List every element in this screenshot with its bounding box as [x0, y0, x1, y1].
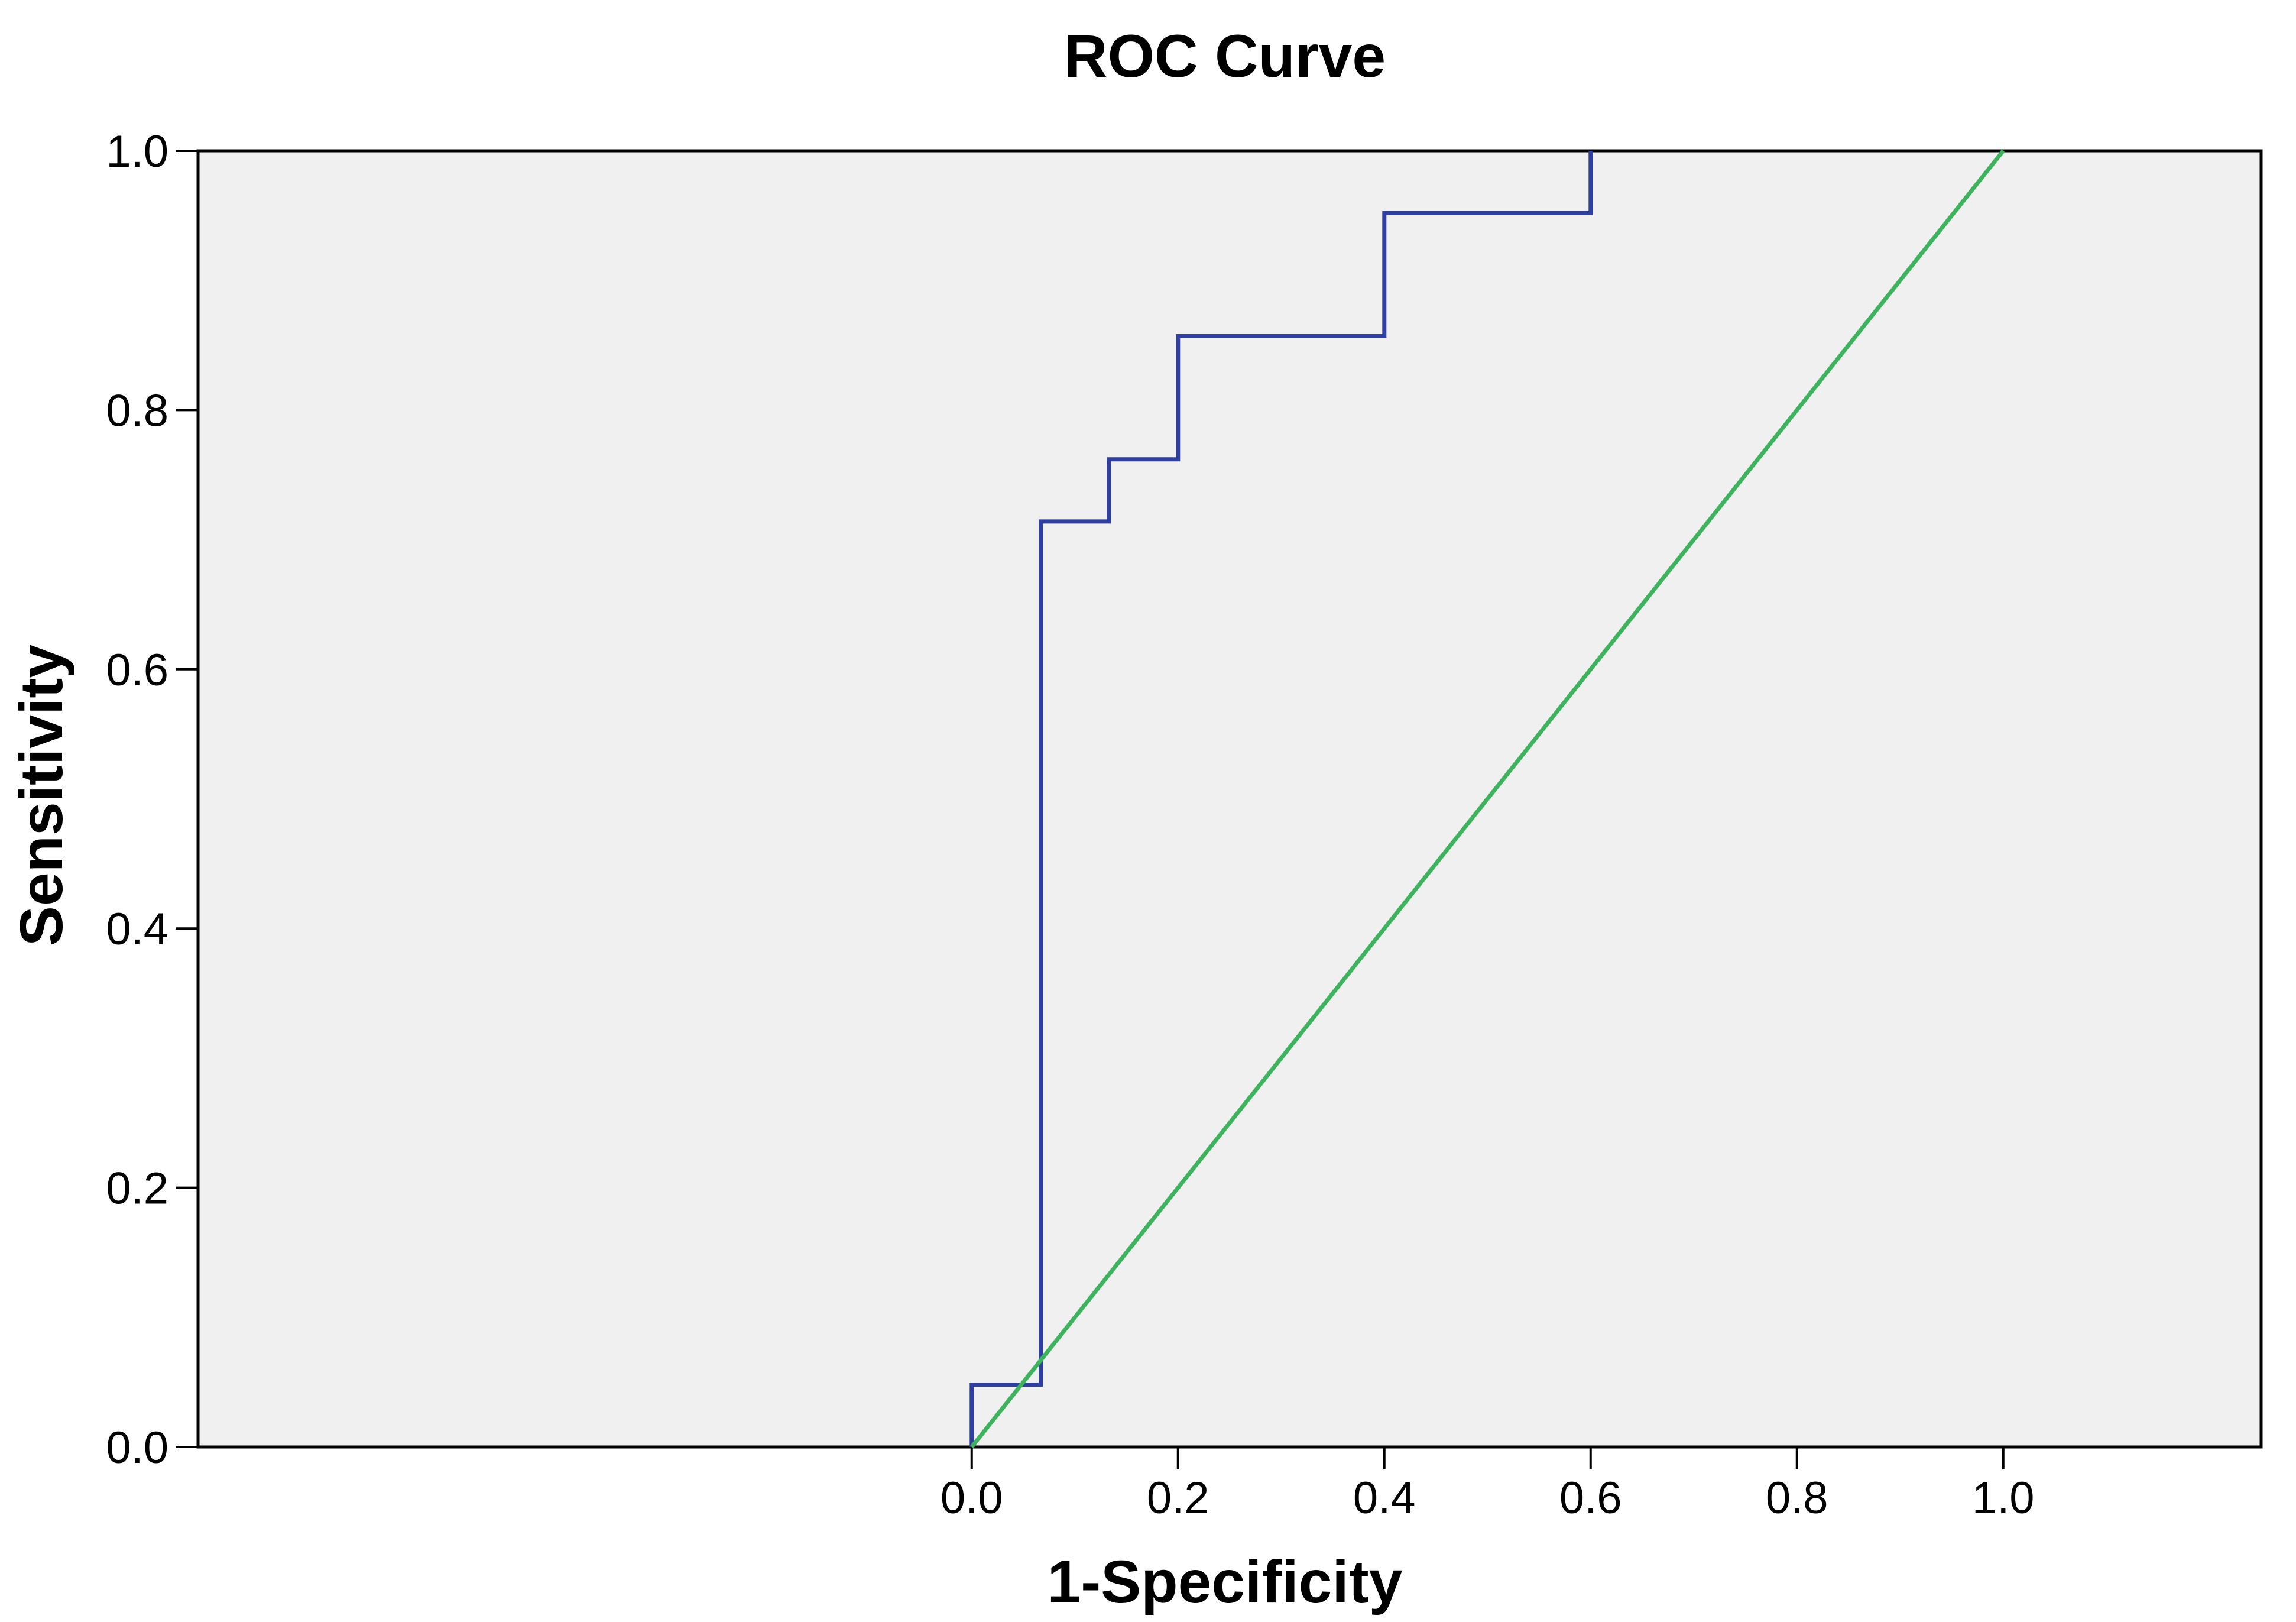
reference-diagonal-line	[970, 149, 2005, 1449]
y-axis-label: Sensitivity	[8, 645, 75, 946]
chart-title: ROC Curve	[1064, 22, 1386, 90]
roc-curve-line	[969, 151, 1593, 1447]
plot-area	[196, 149, 2263, 1449]
x-tick-label: 0.8	[1766, 1473, 1828, 1523]
y-tick-label: 0.2	[106, 1164, 168, 1214]
y-tick-label: 1.0	[106, 127, 168, 177]
y-tick-label: 0.6	[106, 645, 168, 695]
x-tick-label: 0.2	[1147, 1473, 1209, 1523]
y-tick-label: 0.0	[106, 1423, 168, 1473]
y-tick-label: 0.4	[106, 904, 168, 954]
x-tick-label: 0.4	[1353, 1473, 1416, 1523]
x-axis-label: 1-Specificity	[1048, 1548, 1403, 1615]
x-axis: 0.0 0.2 0.4 0.6 0.8 1.0	[941, 1447, 2035, 1523]
y-tick-label: 0.8	[106, 386, 168, 436]
series-layer	[969, 149, 2005, 1449]
y-axis: 0.0 0.2 0.4 0.6 0.8 1.0	[106, 127, 198, 1473]
x-tick-label: 0.6	[1559, 1473, 1622, 1523]
x-tick-label: 1.0	[1972, 1473, 2035, 1523]
x-tick-label: 0.0	[941, 1473, 1003, 1523]
